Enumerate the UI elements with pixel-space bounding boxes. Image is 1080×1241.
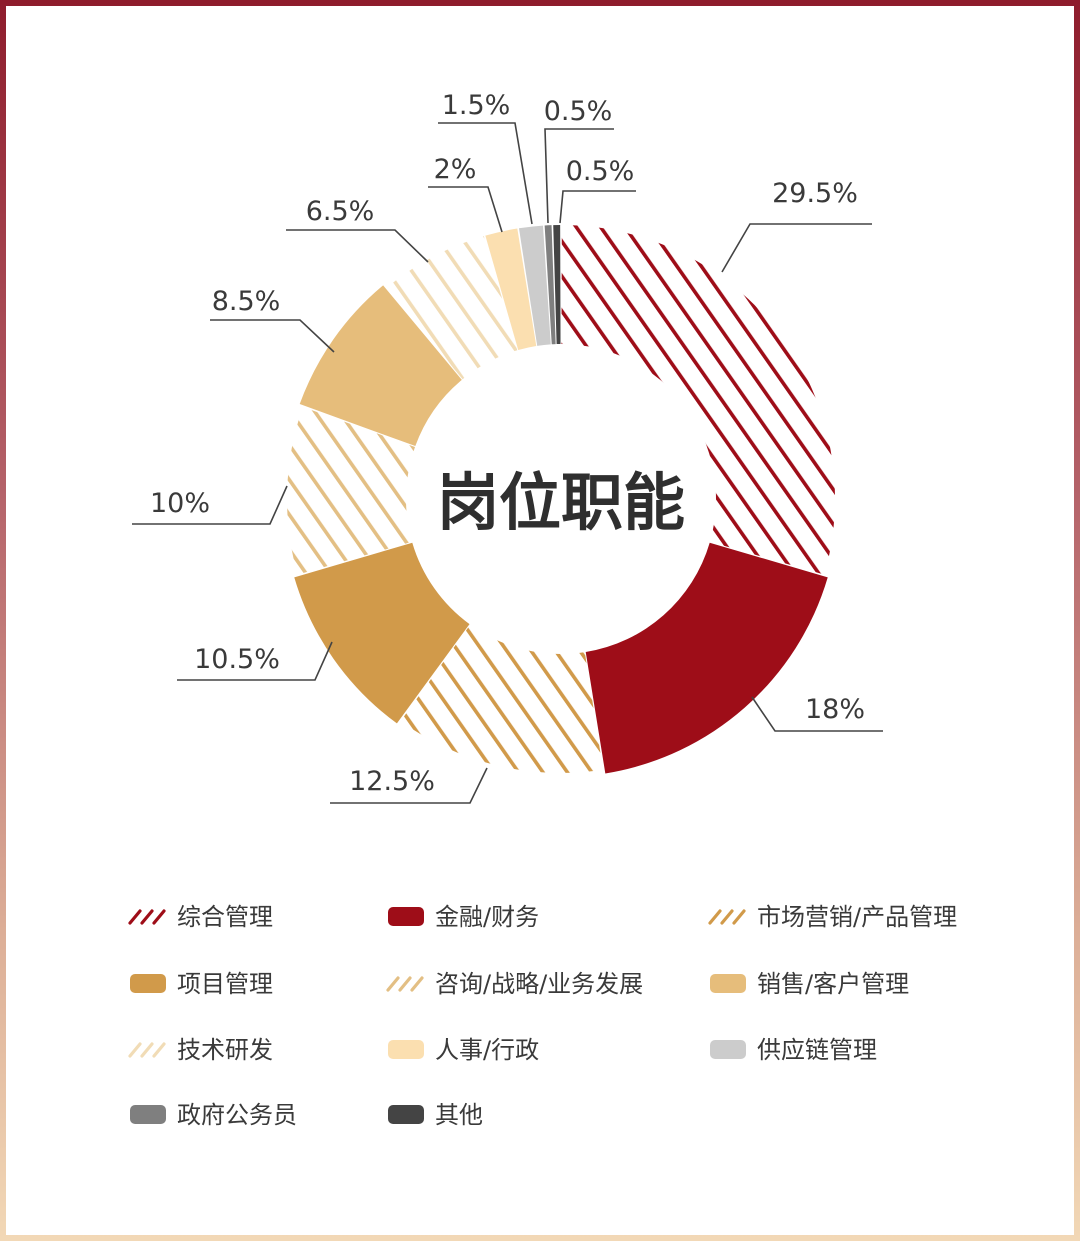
value-label-8: 2% <box>434 154 477 185</box>
slice-1 <box>561 225 835 575</box>
value-label-2: 18% <box>805 694 865 725</box>
leader-line-8 <box>428 186 503 233</box>
value-label-1: 29.5% <box>772 178 858 209</box>
slice-5 <box>287 406 416 575</box>
legend-label: 销售/客户管理 <box>757 970 909 998</box>
value-label-7: 6.5% <box>306 196 375 227</box>
legend-label: 金融/财务 <box>435 903 539 931</box>
leader-line-10 <box>544 128 614 224</box>
leader-line-7 <box>286 229 429 263</box>
legend-item-8: 人事/行政 <box>388 1036 539 1064</box>
leader-line-1 <box>721 223 872 273</box>
legend-swatch <box>708 909 746 925</box>
slices-group <box>287 225 835 774</box>
legend-label: 人事/行政 <box>435 1036 539 1064</box>
legend-item-3: 市场营销/产品管理 <box>708 903 957 931</box>
legend-item-1: 综合管理 <box>128 903 273 931</box>
legend-item-7: 技术研发 <box>128 1036 273 1064</box>
legend-label: 项目管理 <box>177 970 273 998</box>
slice-9 <box>518 225 551 346</box>
legend-label: 其他 <box>435 1101 483 1129</box>
leader-line-2 <box>751 696 883 732</box>
legend-item-10: 政府公务员 <box>130 1101 297 1129</box>
legend-item-6: 销售/客户管理 <box>710 970 909 998</box>
legend-swatch <box>388 1105 424 1124</box>
leader-line-3 <box>330 767 488 804</box>
legend-swatch <box>130 1105 166 1124</box>
legend-label: 供应链管理 <box>757 1036 877 1064</box>
legend-swatch <box>388 1040 424 1059</box>
value-label-10: 0.5% <box>544 96 613 127</box>
legend-item-5: 咨询/战略/业务发展 <box>386 970 643 998</box>
legend-label: 技术研发 <box>177 1036 273 1064</box>
leader-line-4 <box>177 641 333 681</box>
chart-card <box>6 6 1074 1235</box>
slice-2 <box>585 542 828 774</box>
value-label-11: 0.5% <box>566 156 635 187</box>
leader-line-6 <box>210 319 335 353</box>
slice-6 <box>299 285 462 447</box>
slice-8 <box>485 228 537 351</box>
legend-swatch <box>128 909 166 925</box>
legend-swatch <box>386 976 424 992</box>
leader-line-5 <box>132 485 288 525</box>
value-label-5: 10% <box>150 488 210 519</box>
slice-11 <box>553 225 561 345</box>
center-title: 岗位职能 <box>437 466 685 539</box>
legend-swatch <box>710 1040 746 1059</box>
legend-label: 咨询/战略/业务发展 <box>435 970 643 998</box>
value-label-4: 10.5% <box>194 644 280 675</box>
slice-3 <box>400 624 604 774</box>
legend-item-11: 其他 <box>388 1101 483 1129</box>
leader-line-11 <box>559 190 636 224</box>
legend-item-9: 供应链管理 <box>710 1036 877 1064</box>
legend-label: 综合管理 <box>177 903 273 931</box>
value-label-6: 8.5% <box>212 286 281 317</box>
legend-item-2: 金融/财务 <box>388 903 539 931</box>
leader-line-9 <box>438 122 533 225</box>
slice-7 <box>386 236 518 380</box>
slice-10 <box>544 225 556 345</box>
slice-4 <box>294 542 470 724</box>
value-label-3: 12.5% <box>349 766 435 797</box>
legend-item-4: 项目管理 <box>130 970 273 998</box>
leader-lines-group <box>132 122 883 804</box>
legend-label: 政府公务员 <box>177 1101 297 1129</box>
value-label-9: 1.5% <box>442 90 511 121</box>
legend-swatch <box>710 974 746 993</box>
legend-swatch <box>388 907 424 926</box>
value-labels-group: 29.5% 18% 12.5% 10.5% 10% 8.5% 6.5% 2% 1.5% 0.5% 0… <box>150 90 865 797</box>
legend-swatch <box>128 1042 166 1058</box>
legend-label: 市场营销/产品管理 <box>757 903 957 931</box>
legend-swatch <box>130 974 166 993</box>
